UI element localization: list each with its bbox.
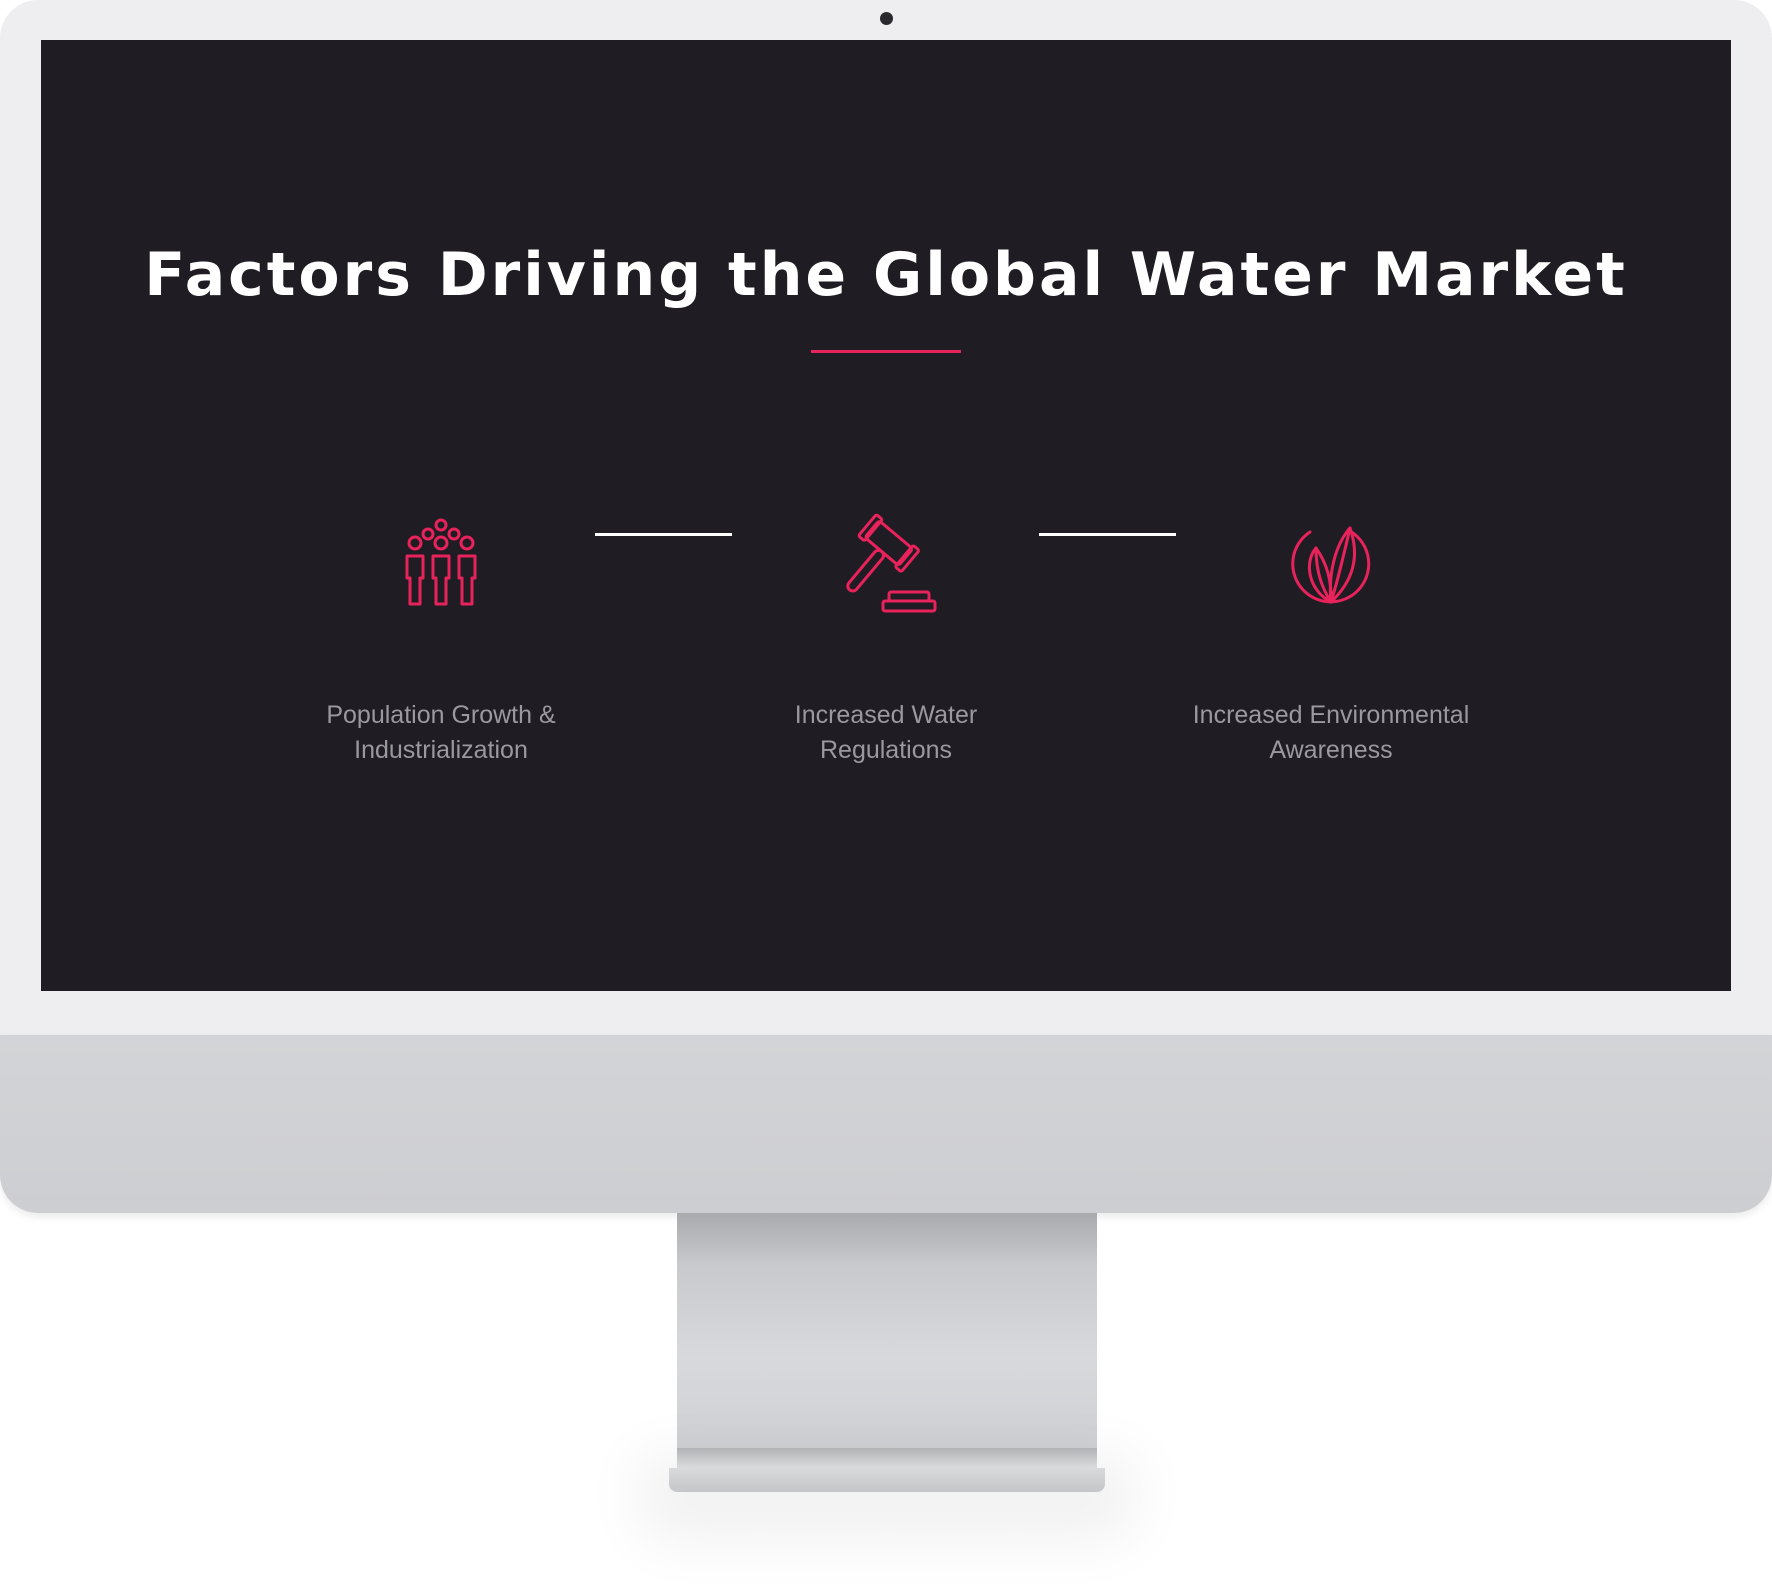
factor-label: Increased Environmental Awareness (1192, 701, 1470, 764)
connector-line-2 (1039, 533, 1176, 536)
factor-label: Population Growth & Industrialization (326, 701, 556, 764)
camera-dot (880, 12, 893, 25)
connector-line-1 (595, 533, 732, 536)
monitor-stand-bend (677, 1448, 1097, 1470)
monitor-stand-foot (669, 1468, 1105, 1492)
monitor-chin (0, 1035, 1772, 1213)
monitor-stand (677, 1213, 1097, 1453)
factor-population-growth: Population Growth & Industrialization (241, 510, 641, 768)
factor-water-regulations: Increased Water Regulations (686, 510, 1086, 768)
gavel-icon (846, 513, 937, 613)
monitor-screen: Factors Driving the Global Water Market … (41, 40, 1731, 991)
leaf-circle-icon (1291, 526, 1371, 604)
slide-title: Factors Driving the Global Water Market (144, 240, 1628, 310)
title-underline (811, 350, 961, 353)
people-group-icon (405, 518, 477, 606)
factor-label: Increased Water Regulations (794, 701, 978, 764)
factor-environmental-awareness: Increased Environmental Awareness (1131, 510, 1531, 768)
